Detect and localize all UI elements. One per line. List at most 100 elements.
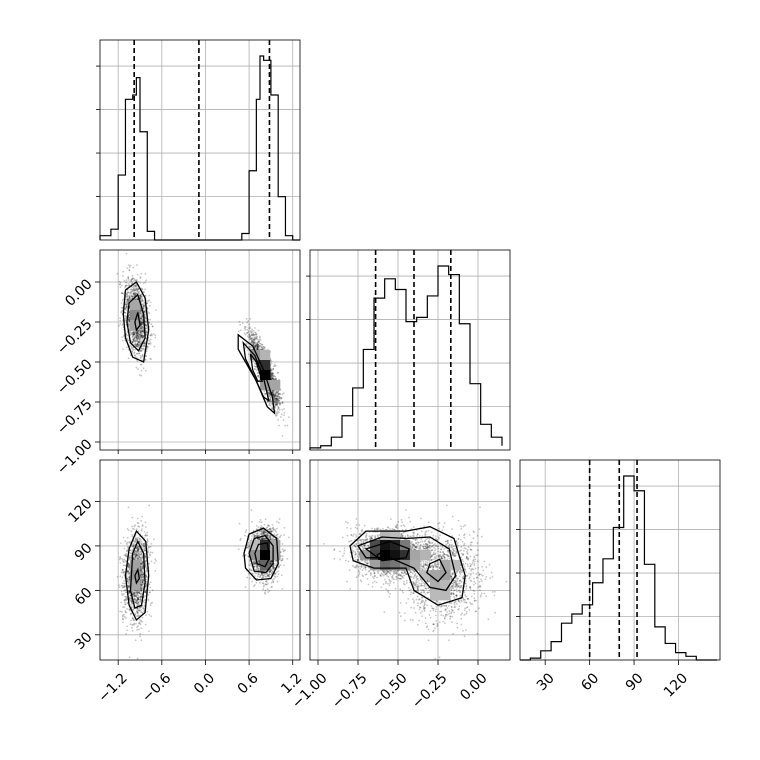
sample-point [262, 346, 265, 349]
sample-point [266, 588, 269, 590]
sample-point [147, 342, 150, 345]
sample-point [249, 327, 252, 330]
sample-point [141, 525, 144, 528]
sample-point [121, 582, 124, 585]
sample-point [136, 551, 139, 554]
sample-point [135, 366, 138, 369]
sample-point [134, 348, 137, 351]
sample-point [134, 291, 137, 294]
sample-point [281, 408, 284, 411]
sample-point [130, 612, 133, 615]
sample-point [128, 318, 131, 321]
sample-point [133, 352, 135, 354]
sample-point [153, 562, 156, 564]
sample-point [137, 333, 140, 336]
sample-point [141, 327, 144, 330]
sample-point [283, 407, 285, 410]
sample-point [131, 280, 134, 283]
sample-point [141, 315, 143, 318]
sample-point [237, 330, 240, 333]
sample-point [134, 339, 137, 342]
sample-point [141, 580, 144, 583]
sample-point [139, 294, 142, 297]
sample-point [123, 547, 126, 550]
sample-point [145, 325, 148, 328]
sample-point [134, 335, 136, 338]
histogram-p2 [309, 265, 503, 450]
sample-point [131, 630, 134, 632]
sample-point [271, 372, 273, 374]
sample-point [136, 343, 139, 346]
sample-point [127, 291, 130, 294]
sample-point [148, 591, 151, 594]
sample-point [143, 548, 146, 550]
sample-point [140, 589, 143, 592]
sample-point [121, 336, 124, 339]
sample-point [135, 285, 138, 288]
sample-point [144, 273, 147, 275]
sample-point [131, 335, 134, 338]
sample-point [140, 334, 142, 337]
sample-point [141, 321, 144, 324]
sample-point [251, 336, 253, 339]
sample-point [143, 311, 146, 313]
sample-point [149, 357, 152, 360]
sample-point [279, 416, 282, 418]
sample-point [133, 292, 136, 295]
sample-point [139, 277, 142, 280]
sample-point [140, 272, 143, 275]
sample-point [126, 608, 128, 610]
sample-point [151, 334, 154, 337]
sample-point [139, 337, 141, 340]
sample-point [120, 310, 123, 313]
sample-point [139, 294, 142, 297]
sample-point [142, 303, 144, 306]
sample-point [142, 307, 145, 310]
sample-point [145, 324, 147, 327]
sample-point [142, 305, 145, 308]
sample-point [127, 318, 130, 321]
sample-point [124, 318, 127, 320]
sample-point [145, 355, 148, 358]
sample-point [139, 295, 142, 298]
sample-point [140, 295, 143, 298]
sample-point [258, 340, 260, 343]
sample-point [136, 343, 139, 346]
sample-point [254, 327, 256, 329]
sample-point [136, 352, 139, 355]
sample-point [136, 557, 139, 559]
sample-point [125, 309, 127, 311]
sample-point [134, 354, 136, 357]
sample-point [135, 332, 138, 335]
sample-point [259, 344, 261, 347]
hist-panel-p3 [519, 459, 721, 661]
sample-point [255, 336, 258, 339]
sample-point [143, 545, 146, 548]
sample-point [140, 363, 143, 366]
sample-point [139, 333, 142, 335]
sample-point [136, 360, 139, 362]
sample-point [141, 347, 143, 350]
sample-point [127, 298, 129, 301]
sample-point [134, 612, 136, 615]
sample-point [142, 334, 145, 337]
sample-point [150, 333, 153, 336]
sample-point [140, 321, 142, 324]
sample-point [122, 536, 125, 539]
sample-point [131, 277, 134, 280]
sample-point [125, 303, 128, 306]
sample-point [246, 349, 249, 351]
sample-point [123, 564, 126, 566]
sample-point [136, 629, 139, 631]
sample-point [251, 580, 254, 583]
sample-point [141, 288, 144, 291]
sample-point [155, 309, 157, 311]
sample-point [249, 318, 252, 320]
sample-point [135, 288, 137, 291]
sample-point [138, 618, 141, 621]
sample-point [132, 336, 135, 338]
sample-point [133, 340, 136, 342]
sample-point [136, 338, 139, 340]
sample-point [259, 338, 262, 341]
sample-point [141, 334, 143, 337]
